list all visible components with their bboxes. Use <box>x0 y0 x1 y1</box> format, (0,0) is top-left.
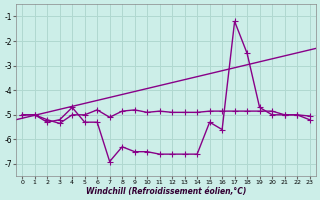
X-axis label: Windchill (Refroidissement éolien,°C): Windchill (Refroidissement éolien,°C) <box>86 187 246 196</box>
